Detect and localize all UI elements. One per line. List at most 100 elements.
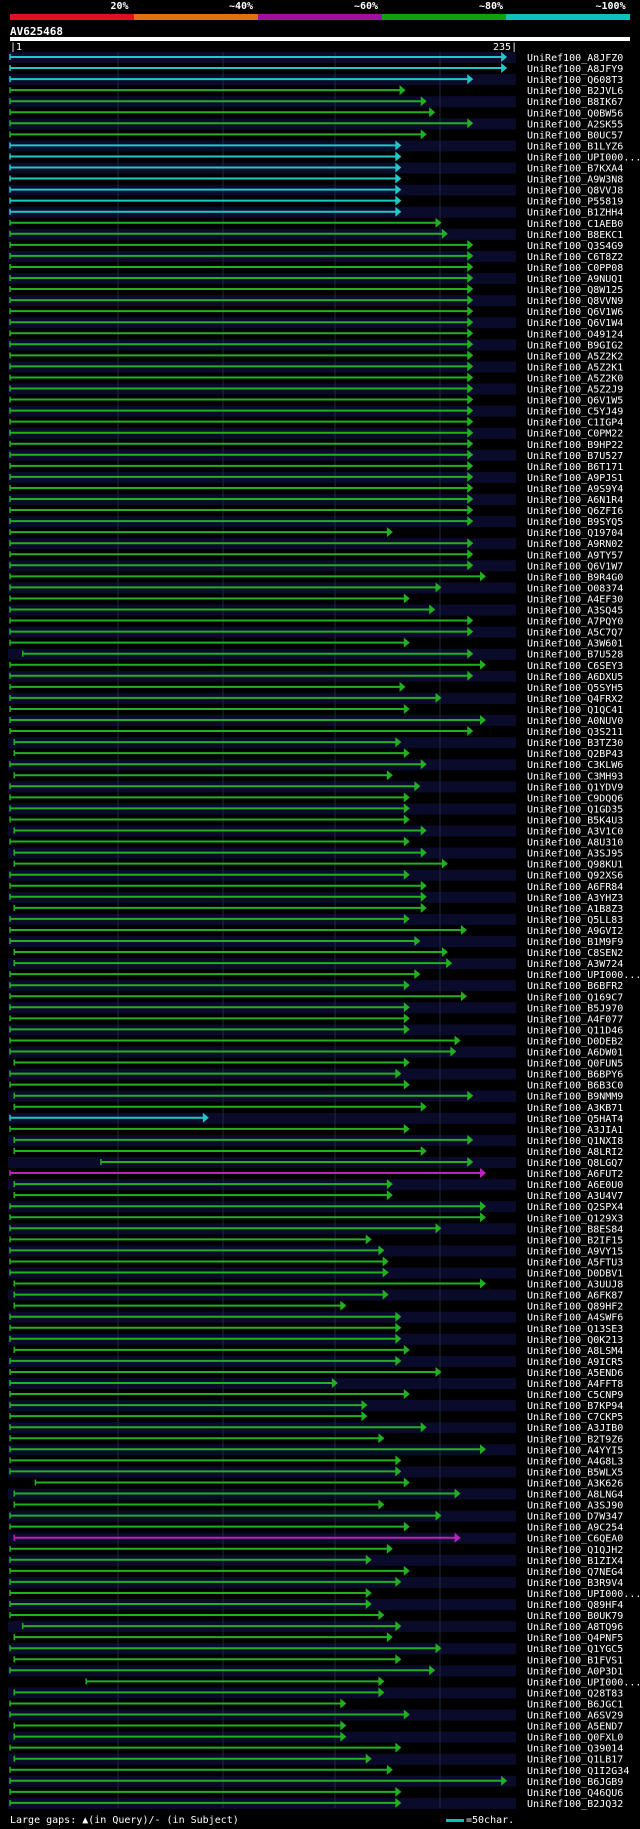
hit-name[interactable]: UniRef100_Q0K213 bbox=[527, 1335, 623, 1346]
hit-name[interactable]: UniRef100_Q8W125 bbox=[527, 285, 623, 296]
hit-name[interactable]: UniRef100_Q169C7 bbox=[527, 992, 623, 1003]
hit-name[interactable]: UniRef100_A4SWF6 bbox=[527, 1313, 623, 1324]
hit-name[interactable]: UniRef100_A3YHZ3 bbox=[527, 893, 623, 904]
hit-name[interactable]: UniRef100_C6SEY3 bbox=[527, 661, 623, 672]
hit-name[interactable]: UniRef100_Q2BP43 bbox=[527, 749, 623, 760]
hit-name[interactable]: UniRef100_C1AEB0 bbox=[527, 219, 623, 230]
hit-name[interactable]: UniRef100_Q8VVJ8 bbox=[527, 186, 623, 197]
hit-name[interactable]: UniRef100_Q6V1W4 bbox=[527, 318, 623, 329]
hit-name[interactable]: UniRef100_D0DBV1 bbox=[527, 1269, 623, 1280]
hit-name[interactable]: UniRef100_A3SJ95 bbox=[527, 849, 623, 860]
hit-name[interactable]: UniRef100_C6QEA0 bbox=[527, 1534, 623, 1545]
hit-name[interactable]: UniRef100_B9NMM9 bbox=[527, 1092, 623, 1103]
hit-name[interactable]: UniRef100_Q2SPX4 bbox=[527, 1202, 623, 1213]
hit-name[interactable]: UniRef100_B3TZ30 bbox=[527, 738, 623, 749]
hit-name[interactable]: UniRef100_Q89HF4 bbox=[527, 1600, 623, 1611]
hit-name[interactable]: UniRef100_C7CKP5 bbox=[527, 1412, 623, 1423]
hit-name[interactable]: UniRef100_A3JIA1 bbox=[527, 1125, 623, 1136]
hit-name[interactable]: UniRef100_C5YJ49 bbox=[527, 407, 623, 418]
hit-name[interactable]: UniRef100_B6B3C0 bbox=[527, 1081, 623, 1092]
hit-name[interactable]: UniRef100_Q8LGQ7 bbox=[527, 1158, 623, 1169]
hit-name[interactable]: UniRef100_A3W724 bbox=[527, 959, 623, 970]
hit-name[interactable]: UniRef100_A5Z2J9 bbox=[527, 385, 623, 396]
hit-name[interactable]: UniRef100_Q5LL83 bbox=[527, 915, 623, 926]
hit-name[interactable]: UniRef100_Q1GD35 bbox=[527, 804, 623, 815]
hit-name[interactable]: UniRef100_B5K4U3 bbox=[527, 815, 623, 826]
hit-name[interactable]: UniRef100_B1M9F9 bbox=[527, 937, 623, 948]
hit-name[interactable]: UniRef100_A4F077 bbox=[527, 1014, 623, 1025]
hit-name[interactable]: UniRef100_A6FK87 bbox=[527, 1291, 623, 1302]
hit-name[interactable]: UniRef100_B8ES84 bbox=[527, 1224, 623, 1235]
hit-name[interactable]: UniRef100_A7PQY0 bbox=[527, 617, 623, 628]
hit-name[interactable]: UniRef100_A5Z2K2 bbox=[527, 351, 623, 362]
hit-name[interactable]: UniRef100_A4EF30 bbox=[527, 594, 623, 605]
hit-name[interactable]: UniRef100_Q129X3 bbox=[527, 1213, 623, 1224]
hit-name[interactable]: UniRef100_A6SV29 bbox=[527, 1711, 623, 1722]
hit-name[interactable]: UniRef100_Q0BW56 bbox=[527, 108, 623, 119]
hit-name[interactable]: UniRef100_Q0FXL0 bbox=[527, 1733, 623, 1744]
hit-name[interactable]: UniRef100_C6T8Z2 bbox=[527, 252, 623, 263]
hit-name[interactable]: UniRef100_C3KLW6 bbox=[527, 760, 623, 771]
hit-name[interactable]: UniRef100_A4FFT8 bbox=[527, 1379, 623, 1390]
hit-name[interactable]: UniRef100_A9ICR5 bbox=[527, 1357, 623, 1368]
hit-name[interactable]: UniRef100_A8JFZ0 bbox=[527, 53, 623, 64]
hit-name[interactable]: UniRef100_D0DEB2 bbox=[527, 1036, 623, 1047]
hit-name[interactable]: UniRef100_O08374 bbox=[527, 583, 623, 594]
hit-name[interactable]: UniRef100_B6JGB9 bbox=[527, 1777, 623, 1788]
hit-name[interactable]: UniRef100_A8LRI2 bbox=[527, 1147, 623, 1158]
hit-name[interactable]: UniRef100_A3UUJ8 bbox=[527, 1280, 623, 1291]
hit-name[interactable]: UniRef100_A9VY15 bbox=[527, 1246, 623, 1257]
hit-name[interactable]: UniRef100_B9HP22 bbox=[527, 440, 623, 451]
hit-name[interactable]: UniRef100_B1ZIX4 bbox=[527, 1556, 623, 1567]
hit-name[interactable]: UniRef100_B2IF15 bbox=[527, 1235, 623, 1246]
hit-name[interactable]: UniRef100_Q19704 bbox=[527, 528, 623, 539]
hit-name[interactable]: UniRef100_C0PP08 bbox=[527, 263, 623, 274]
hit-name[interactable]: UniRef100_B2T9Z6 bbox=[527, 1434, 623, 1445]
hit-name[interactable]: UniRef100_A3V1C0 bbox=[527, 827, 623, 838]
hit-name[interactable]: UniRef100_P55819 bbox=[527, 197, 623, 208]
hit-name[interactable]: UniRef100_C9DQQ6 bbox=[527, 793, 623, 804]
hit-name[interactable]: UniRef100_C0PM22 bbox=[527, 429, 623, 440]
hit-name[interactable]: UniRef100_Q1I2G34 bbox=[527, 1766, 629, 1777]
hit-name[interactable]: UniRef100_Q28T83 bbox=[527, 1688, 623, 1699]
hit-name[interactable]: UniRef100_A3JIB0 bbox=[527, 1423, 623, 1434]
hit-name[interactable]: UniRef100_A3K626 bbox=[527, 1478, 623, 1489]
hit-name[interactable]: UniRef100_Q7NEG4 bbox=[527, 1567, 623, 1578]
hit-name[interactable]: UniRef100_UPI000... bbox=[527, 1589, 640, 1600]
hit-name[interactable]: UniRef100_B7U527 bbox=[527, 451, 623, 462]
hit-name[interactable]: UniRef100_A9GVI2 bbox=[527, 926, 623, 937]
hit-name[interactable]: UniRef100_B1ZHH4 bbox=[527, 208, 623, 219]
hit-name[interactable]: UniRef100_Q11D46 bbox=[527, 1025, 623, 1036]
hit-name[interactable]: UniRef100_Q4FRX2 bbox=[527, 694, 623, 705]
hit-name[interactable]: UniRef100_A8JFY9 bbox=[527, 64, 623, 75]
hit-name[interactable]: UniRef100_B6T171 bbox=[527, 462, 623, 473]
hit-name[interactable]: UniRef100_A5END6 bbox=[527, 1368, 623, 1379]
hit-name[interactable]: UniRef100_A8U310 bbox=[527, 838, 623, 849]
hit-name[interactable]: UniRef100_A6N1R4 bbox=[527, 495, 623, 506]
hit-name[interactable]: UniRef100_B8EKC1 bbox=[527, 230, 623, 241]
hit-name[interactable]: UniRef100_B7U528 bbox=[527, 650, 623, 661]
hit-name[interactable]: UniRef100_UPI000... bbox=[527, 152, 640, 163]
hit-name[interactable]: UniRef100_A6DW01 bbox=[527, 1048, 623, 1059]
hit-name[interactable]: UniRef100_Q6V1W6 bbox=[527, 307, 623, 318]
hit-name[interactable]: UniRef100_A9PJS1 bbox=[527, 473, 623, 484]
hit-name[interactable]: UniRef100_B2JQ32 bbox=[527, 1799, 623, 1810]
hit-name[interactable]: UniRef100_A9NUQ1 bbox=[527, 274, 623, 285]
hit-name[interactable]: UniRef100_Q3S211 bbox=[527, 727, 623, 738]
hit-name[interactable]: UniRef100_B6JGC1 bbox=[527, 1699, 623, 1710]
hit-name[interactable]: UniRef100_A4G8L3 bbox=[527, 1456, 623, 1467]
hit-name[interactable]: UniRef100_B6BPY6 bbox=[527, 1070, 623, 1081]
hit-name[interactable]: UniRef100_UPI000... bbox=[527, 970, 640, 981]
hit-name[interactable]: UniRef100_A9W3N8 bbox=[527, 175, 623, 186]
hit-name[interactable]: UniRef100_Q8VVN9 bbox=[527, 296, 623, 307]
hit-name[interactable]: UniRef100_A5END7 bbox=[527, 1722, 623, 1733]
hit-name[interactable]: UniRef100_Q1YDV9 bbox=[527, 782, 623, 793]
hit-name[interactable]: UniRef100_Q608T3 bbox=[527, 75, 623, 86]
hit-name[interactable]: UniRef100_B9SYQ5 bbox=[527, 517, 623, 528]
hit-name[interactable]: UniRef100_A3SQ45 bbox=[527, 606, 623, 617]
hit-name[interactable]: UniRef100_A5Z2K0 bbox=[527, 373, 623, 384]
hit-name[interactable]: UniRef100_A5FTU3 bbox=[527, 1257, 623, 1268]
hit-name[interactable]: UniRef100_Q1QJH2 bbox=[527, 1545, 623, 1556]
hit-name[interactable]: UniRef100_B1FVS1 bbox=[527, 1655, 623, 1666]
hit-name[interactable]: UniRef100_B1LYZ6 bbox=[527, 141, 623, 152]
